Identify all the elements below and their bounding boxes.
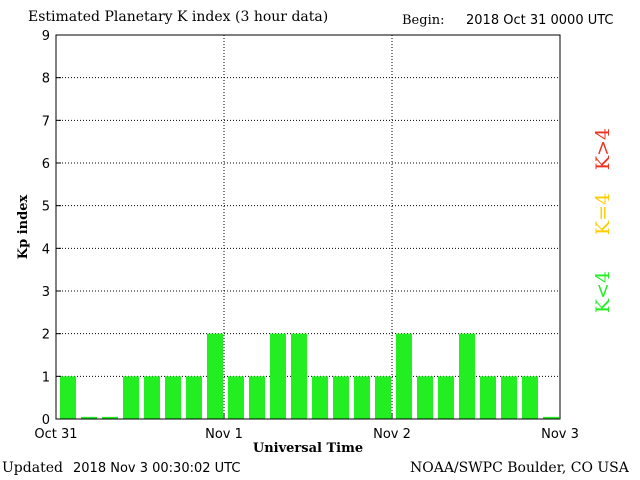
kp-bar-21: [501, 376, 517, 419]
kp-bar-0: [60, 376, 76, 419]
kp-bar-11: [291, 333, 307, 419]
kp-bar-4: [144, 376, 160, 419]
y-tick-label-4: 4: [42, 242, 50, 257]
kp-bar-6: [186, 376, 202, 419]
kp-bar-12: [312, 376, 328, 419]
plot-frame: [55, 34, 561, 420]
kp-bar-8: [228, 376, 244, 419]
x-tick-label-0: Oct 31: [34, 427, 77, 442]
y-tick-label-1: 1: [42, 370, 50, 385]
kp-bar-13: [333, 376, 349, 419]
y-tick-label-2: 2: [42, 328, 50, 343]
grid-lines: [56, 34, 560, 419]
x-axis-label: Universal Time: [253, 441, 363, 456]
x-tick-label-1: Nov 1: [205, 427, 243, 442]
y-tick-label-6: 6: [42, 157, 50, 172]
begin-value: 2018 Oct 31 0000 UTC: [466, 13, 614, 28]
y-tick-label-3: 3: [42, 285, 50, 300]
kp-bar-5: [165, 376, 181, 419]
kp-bar-7: [207, 333, 223, 419]
chart-title: Estimated Planetary K index (3 hour data…: [28, 9, 329, 25]
kp-bar-10: [270, 333, 286, 419]
legend-k-equal: K=4: [592, 193, 614, 235]
credit-text: NOAA/SWPC Boulder, CO USA: [410, 460, 629, 476]
kp-bar-9: [249, 376, 265, 419]
y-tick-label-0: 0: [42, 413, 50, 428]
kp-bar-22: [522, 376, 538, 419]
begin-label: Begin:: [402, 13, 445, 28]
kp-bar-18: [438, 376, 454, 419]
kp-bar-14: [354, 376, 370, 419]
y-axis-label: Kp index: [16, 195, 31, 260]
kp-bar-16: [396, 333, 412, 419]
kp-bar-3: [123, 376, 139, 419]
kp-bar-2: [102, 416, 118, 419]
y-tick-label-8: 8: [42, 72, 50, 87]
bars: [60, 333, 559, 419]
y-tick-label-7: 7: [42, 114, 50, 129]
updated-value: 2018 Nov 3 00:30:02 UTC: [73, 461, 241, 476]
y-tick-label-9: 9: [42, 29, 50, 44]
kp-bar-17: [417, 376, 433, 419]
legend-k-above: K>4: [592, 128, 614, 170]
kp-bar-1: [81, 416, 97, 419]
x-tick-label-2: Nov 2: [373, 427, 411, 442]
kp-bar-15: [375, 376, 391, 419]
x-tick-label-3: Nov 3: [541, 427, 579, 442]
kp-bar-20: [480, 376, 496, 419]
y-tick-label-5: 5: [42, 200, 50, 215]
ticks: 0 1 2 3 4 5 6 7 8 9 Oct 31 Nov 1 Nov 2 Nov 3: [34, 29, 578, 442]
kp-bar-19: [459, 333, 475, 419]
legend-k-below: K<4: [592, 271, 614, 313]
kp-bar-23: [543, 416, 559, 419]
updated-label: Updated: [2, 460, 63, 476]
